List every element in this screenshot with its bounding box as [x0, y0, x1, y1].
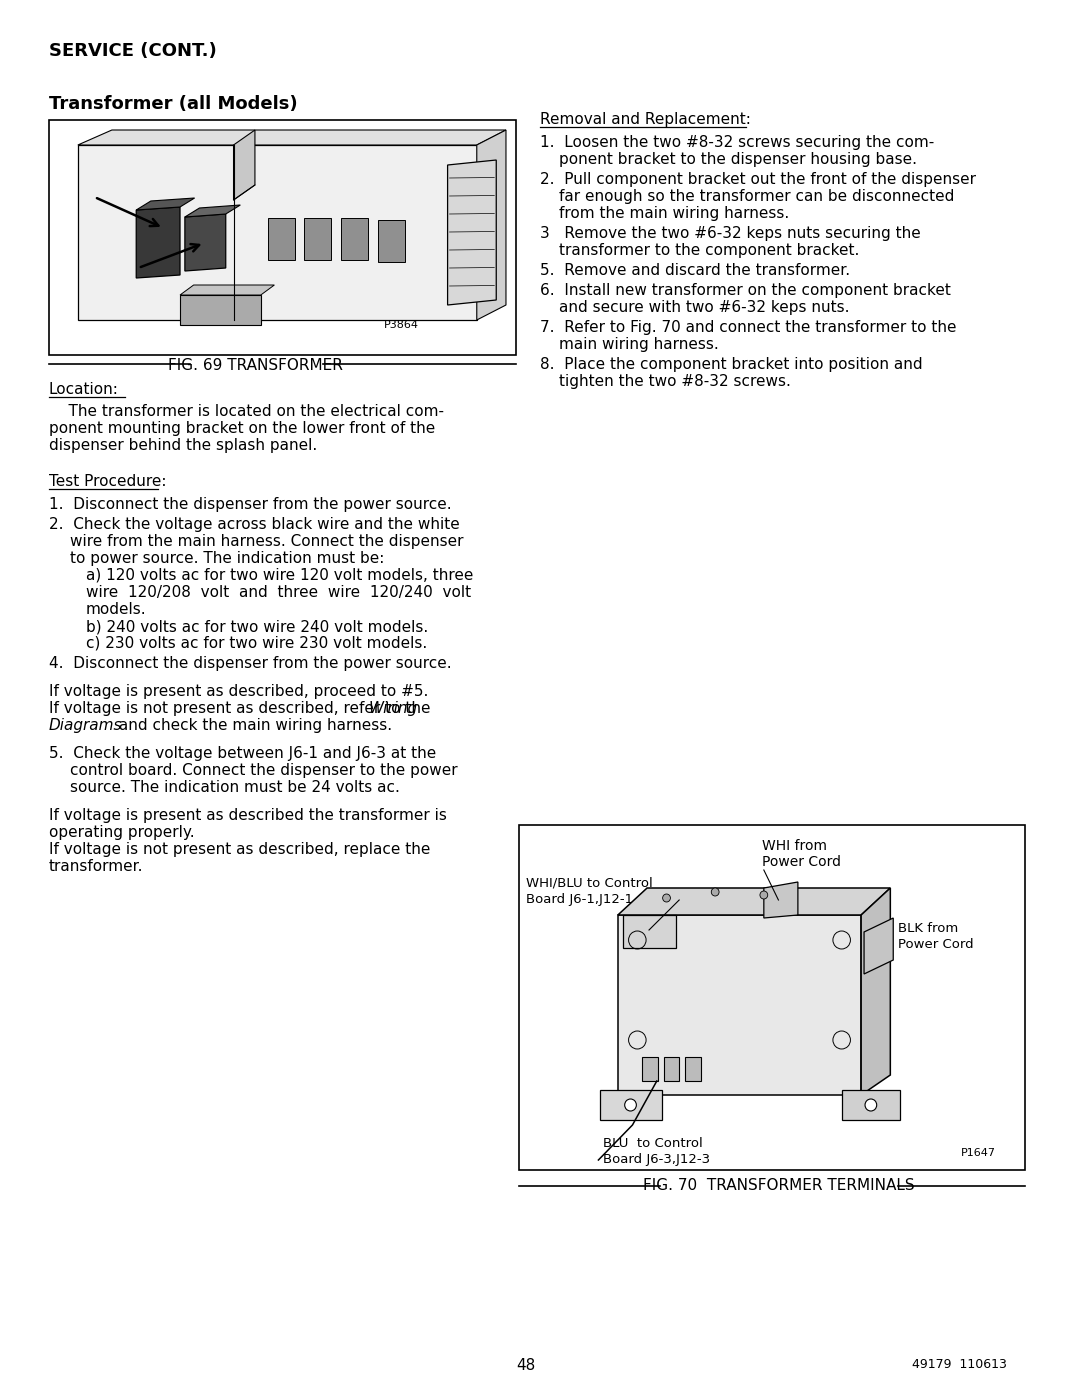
Text: 8.  Place the component bracket into position and: 8. Place the component bracket into posi… [540, 358, 922, 372]
Bar [518, 826, 1025, 1171]
Text: 2.  Pull component bracket out the front of the dispenser: 2. Pull component bracket out the front … [540, 172, 976, 187]
Circle shape [663, 894, 671, 902]
Text: 2.  Check the voltage across black wire and the white: 2. Check the voltage across black wire a… [49, 517, 459, 532]
Text: Removal and Replacement:: Removal and Replacement: [540, 112, 751, 127]
Text: and secure with two #6-32 keps nuts.: and secure with two #6-32 keps nuts. [559, 300, 850, 314]
Text: 4.  Disconnect the dispenser from the power source.: 4. Disconnect the dispenser from the pow… [49, 657, 451, 671]
Polygon shape [841, 1090, 900, 1120]
Polygon shape [618, 915, 861, 1095]
Circle shape [865, 1099, 877, 1111]
Text: Power Cord: Power Cord [761, 855, 841, 869]
Polygon shape [764, 882, 798, 918]
Text: to power source. The indication must be:: to power source. The indication must be: [70, 550, 384, 566]
Text: SERVICE (CONT.): SERVICE (CONT.) [49, 42, 216, 60]
Text: ponent mounting bracket on the lower front of the: ponent mounting bracket on the lower fro… [49, 420, 435, 436]
Circle shape [712, 888, 719, 895]
Bar [663, 1058, 679, 1081]
Text: The transformer is located on the electrical com-: The transformer is located on the electr… [49, 404, 444, 419]
Text: from the main wiring harness.: from the main wiring harness. [559, 205, 789, 221]
Text: Transformer (all Models): Transformer (all Models) [49, 95, 297, 113]
Text: Location:: Location: [49, 381, 119, 397]
Polygon shape [378, 219, 405, 263]
Polygon shape [861, 888, 890, 1095]
Text: ponent bracket to the dispenser housing base.: ponent bracket to the dispenser housing … [559, 152, 918, 168]
Polygon shape [447, 161, 496, 305]
Polygon shape [268, 218, 295, 260]
Text: a) 120 volts ac for two wire 120 volt models, three: a) 120 volts ac for two wire 120 volt mo… [85, 569, 473, 583]
Text: Test Procedure:: Test Procedure: [49, 474, 166, 489]
Text: FIG. 69 TRANSFORMER: FIG. 69 TRANSFORMER [168, 358, 343, 373]
Text: models.: models. [85, 602, 146, 617]
Polygon shape [618, 888, 890, 915]
Polygon shape [78, 130, 505, 145]
Text: operating properly.: operating properly. [49, 826, 194, 840]
Text: control board. Connect the dispenser to the power: control board. Connect the dispenser to … [70, 763, 458, 778]
Text: Diagrams: Diagrams [49, 718, 122, 733]
Text: P1647: P1647 [961, 1148, 997, 1158]
Circle shape [760, 891, 768, 900]
Polygon shape [233, 130, 255, 200]
Polygon shape [340, 218, 368, 260]
Text: dispenser behind the splash panel.: dispenser behind the splash panel. [49, 439, 316, 453]
Text: If voltage is not present as described, refer to the: If voltage is not present as described, … [49, 701, 435, 717]
Polygon shape [600, 1090, 662, 1120]
Text: 48: 48 [516, 1358, 535, 1373]
Polygon shape [185, 214, 226, 271]
Text: Board J6-1,J12-1: Board J6-1,J12-1 [526, 893, 634, 907]
Polygon shape [303, 218, 330, 260]
Text: WHI/BLU to Control: WHI/BLU to Control [526, 877, 653, 890]
Text: If voltage is present as described, proceed to #5.: If voltage is present as described, proc… [49, 685, 428, 698]
Text: main wiring harness.: main wiring harness. [559, 337, 719, 352]
Circle shape [624, 1099, 636, 1111]
Text: FIG. 70  TRANSFORMER TERMINALS: FIG. 70 TRANSFORMER TERMINALS [643, 1179, 915, 1193]
Text: transformer.: transformer. [49, 859, 144, 875]
Text: 6.  Install new transformer on the component bracket: 6. Install new transformer on the compon… [540, 284, 950, 298]
Text: c) 230 volts ac for two wire 230 volt models.: c) 230 volts ac for two wire 230 volt mo… [85, 636, 427, 651]
Polygon shape [136, 198, 194, 210]
Polygon shape [180, 295, 260, 326]
Text: If voltage is present as described the transformer is: If voltage is present as described the t… [49, 807, 446, 823]
Polygon shape [623, 915, 676, 949]
Text: BLK from: BLK from [899, 922, 958, 935]
Text: P3864: P3864 [384, 320, 419, 330]
Text: Power Cord: Power Cord [899, 937, 974, 951]
Text: If voltage is not present as described, replace the: If voltage is not present as described, … [49, 842, 430, 856]
Text: far enough so the transformer can be disconnected: far enough so the transformer can be dis… [559, 189, 955, 204]
Text: 5.  Check the voltage between J6-1 and J6-3 at the: 5. Check the voltage between J6-1 and J6… [49, 746, 436, 761]
Text: and check the main wiring harness.: and check the main wiring harness. [113, 718, 392, 733]
Text: 7.  Refer to Fig. 70 and connect the transformer to the: 7. Refer to Fig. 70 and connect the tran… [540, 320, 957, 335]
Bar [643, 1058, 658, 1081]
Text: tighten the two #8-32 screws.: tighten the two #8-32 screws. [559, 374, 792, 388]
Text: 1.  Disconnect the dispenser from the power source.: 1. Disconnect the dispenser from the pow… [49, 497, 451, 511]
Text: BLU  to Control: BLU to Control [604, 1137, 703, 1150]
Text: wire from the main harness. Connect the dispenser: wire from the main harness. Connect the … [70, 534, 463, 549]
Text: wire  120/208  volt  and  three  wire  120/240  volt: wire 120/208 volt and three wire 120/240… [85, 585, 471, 599]
Text: 49179  110613: 49179 110613 [913, 1358, 1007, 1370]
Polygon shape [476, 130, 505, 320]
Polygon shape [136, 207, 180, 278]
Text: transformer to the component bracket.: transformer to the component bracket. [559, 243, 860, 258]
Text: Wiring: Wiring [368, 701, 418, 717]
Bar [49, 120, 516, 355]
Polygon shape [864, 918, 893, 974]
Text: 1.  Loosen the two #8-32 screws securing the com-: 1. Loosen the two #8-32 screws securing … [540, 136, 934, 149]
Text: WHI from: WHI from [761, 840, 827, 854]
Text: source. The indication must be 24 volts ac.: source. The indication must be 24 volts … [70, 780, 400, 795]
Polygon shape [180, 285, 274, 295]
Polygon shape [78, 145, 476, 320]
Text: 5.  Remove and discard the transformer.: 5. Remove and discard the transformer. [540, 263, 850, 278]
Polygon shape [185, 205, 241, 217]
Bar [685, 1058, 701, 1081]
Text: Board J6-3,J12-3: Board J6-3,J12-3 [604, 1153, 711, 1166]
Text: b) 240 volts ac for two wire 240 volt models.: b) 240 volts ac for two wire 240 volt mo… [85, 619, 428, 634]
Text: 3   Remove the two #6-32 keps nuts securing the: 3 Remove the two #6-32 keps nuts securin… [540, 226, 921, 242]
